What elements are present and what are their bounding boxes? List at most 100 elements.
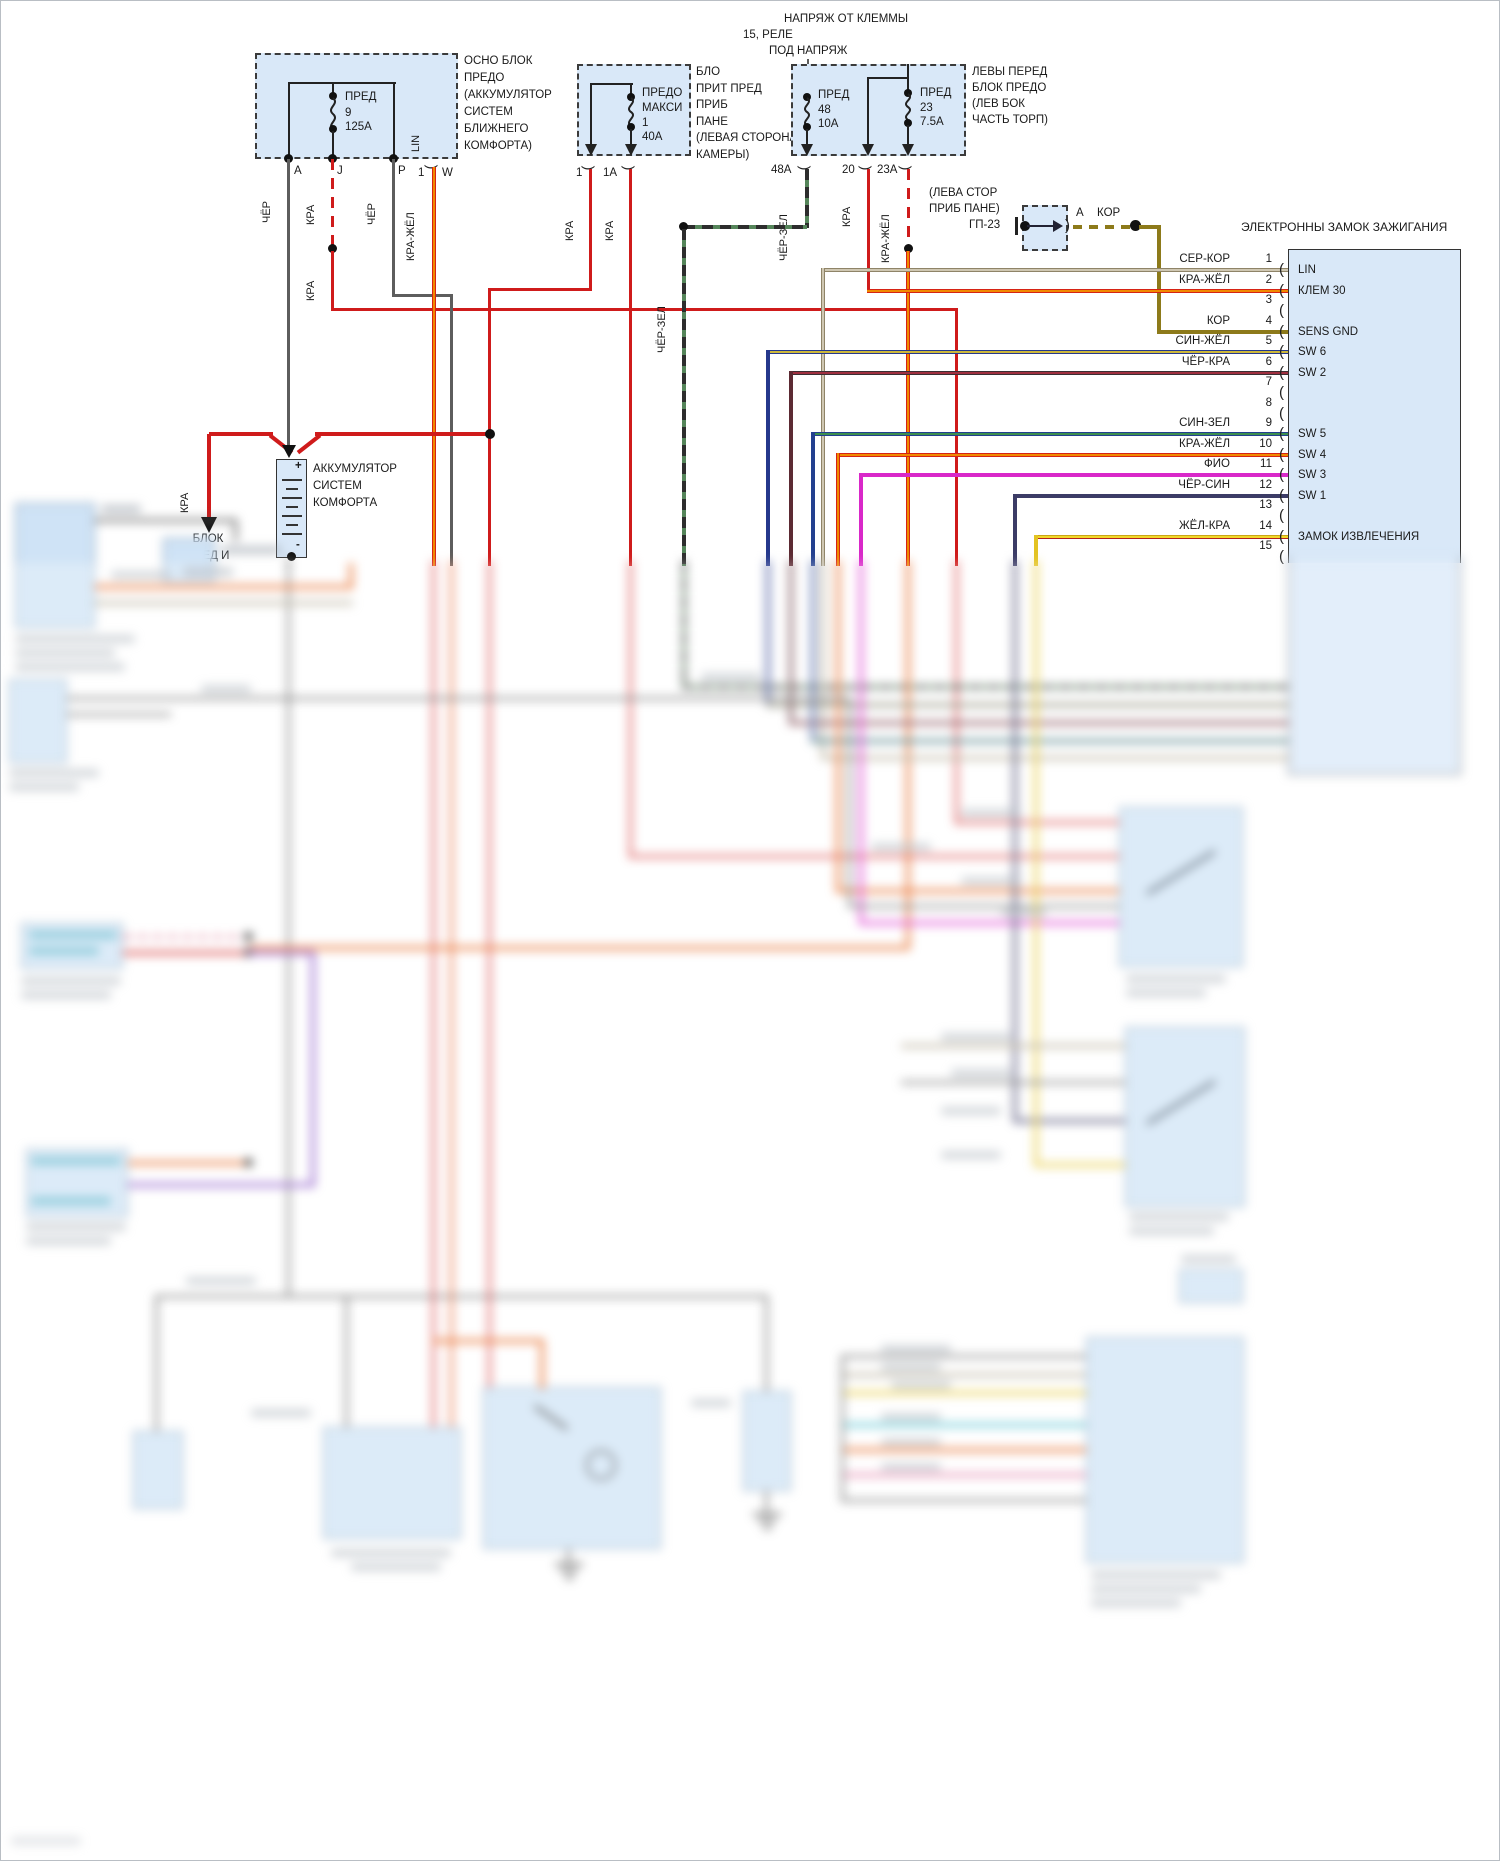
blur-wire xyxy=(311,951,315,1186)
blur-wire xyxy=(841,1355,1086,1358)
wire-kra-battery-left xyxy=(209,432,273,436)
blur-box xyxy=(483,1387,661,1549)
wire-cher-sin-pin12 xyxy=(1013,494,1288,498)
blur-box xyxy=(9,679,67,763)
fuse48-rating: 10А xyxy=(818,118,839,130)
blurred-text xyxy=(881,1345,951,1353)
battery-plate xyxy=(286,524,298,526)
blur-wire xyxy=(848,697,851,907)
fuse23-rating: 7.5А xyxy=(920,116,944,128)
blurred-text xyxy=(1091,1585,1201,1593)
blur-wire xyxy=(65,697,851,700)
ground-symbol xyxy=(561,1570,577,1573)
blurred-text xyxy=(1129,1213,1229,1221)
fuse-maxi-type: МАКСИ xyxy=(642,102,683,114)
fuse48-name: ПРЕД xyxy=(818,89,850,101)
pin-wire: ФИО xyxy=(1204,458,1230,470)
pin-num: 4 xyxy=(1265,315,1272,327)
blurred-text xyxy=(961,877,1021,885)
blurred-text xyxy=(871,843,931,851)
wire-cher-kra-pin6 xyxy=(789,371,1288,375)
blur-box xyxy=(743,1391,791,1491)
blurred-text xyxy=(351,1563,441,1571)
blurred-text xyxy=(186,1277,256,1285)
blurred-text xyxy=(31,1157,121,1165)
splice-tick xyxy=(1015,217,1018,235)
blur-wire xyxy=(65,713,171,716)
blur-wire xyxy=(841,1448,1086,1452)
blur-wire xyxy=(432,1339,544,1343)
blur-box xyxy=(15,503,95,628)
caption-line: БЛОК ПРЕДО xyxy=(972,82,1047,94)
blur-box xyxy=(1125,1027,1245,1207)
arrow-into-battery xyxy=(282,445,296,458)
blurred-text xyxy=(951,1069,1011,1077)
blur-wire xyxy=(859,921,1121,925)
blurred-text xyxy=(21,977,121,985)
blur-wire xyxy=(432,561,435,1429)
blur-wire xyxy=(95,519,237,522)
pin-num: 10 xyxy=(1259,438,1272,450)
blur-wire xyxy=(841,1373,1086,1377)
blur-wire xyxy=(765,1295,768,1393)
blurred-text xyxy=(111,571,171,579)
fuse-maxi-number: 1 xyxy=(642,117,649,129)
battery-plate xyxy=(286,488,298,490)
junction-dot xyxy=(485,429,495,439)
terminal-1-label: 1 xyxy=(418,167,425,179)
blur-box xyxy=(21,923,123,969)
wire-kor-dashed xyxy=(1073,225,1135,229)
blur-box xyxy=(1086,1337,1244,1563)
wire-kor-drop xyxy=(1157,225,1161,333)
pin-num: 6 xyxy=(1265,356,1272,368)
blur-wire xyxy=(629,561,632,858)
wire-cher-zel xyxy=(805,169,809,228)
fuse48-element xyxy=(804,97,810,127)
fuse48-dot-bottom xyxy=(803,123,811,131)
splice-pin-label: А xyxy=(1076,207,1084,219)
splice-loc-2: ПРИБ ПАНЕ) xyxy=(929,203,1000,215)
caption-line: (ЛЕВАЯ СТОРОНА xyxy=(696,132,798,144)
blurred-text xyxy=(881,1438,941,1446)
blur-wire xyxy=(123,935,248,939)
blur-dot xyxy=(244,1158,253,1167)
wire-kor-solid xyxy=(1139,225,1160,229)
blurred-text xyxy=(9,783,79,791)
blurred-text xyxy=(1126,975,1226,983)
fuse-maxi-element xyxy=(628,97,634,127)
blur-wire xyxy=(841,1355,844,1502)
blur-wire xyxy=(345,1295,348,1429)
blurred-text xyxy=(101,505,141,513)
wire-kra-bus-drop xyxy=(955,308,958,566)
blur-wire xyxy=(841,1423,1086,1427)
pin-label: SW 6 xyxy=(1298,346,1327,358)
pin-wire: СИН-ЖЁЛ xyxy=(1175,335,1230,347)
blurred-text xyxy=(1001,909,1046,917)
pin-num: 8 xyxy=(1265,397,1272,409)
caption-line: ОСНО БЛОК xyxy=(464,55,533,67)
blur-wire xyxy=(836,889,1121,893)
pin-num: 1 xyxy=(1265,253,1272,265)
arrow-terminal-1a xyxy=(625,144,637,156)
wire-cher-p-bend xyxy=(392,294,453,297)
caption-line: ПРИТ ПРЕД xyxy=(696,82,762,95)
blur-wire xyxy=(128,1161,248,1165)
splice-arrow-head xyxy=(1053,220,1063,232)
blur-wire xyxy=(540,1339,544,1389)
fuse23-name: ПРЕД xyxy=(920,87,952,99)
splice-dot xyxy=(904,244,913,253)
leg-1 xyxy=(590,83,592,145)
pin-label: SW 2 xyxy=(1298,367,1327,379)
splice-loc-1: (ЛЕВА СТОР xyxy=(929,187,998,199)
blurred-text xyxy=(31,1197,111,1205)
battery-plate xyxy=(282,497,302,499)
blur-wire xyxy=(766,703,1288,707)
blur-wire xyxy=(821,561,825,758)
blur-wire xyxy=(841,1473,1086,1477)
pin-connector: ( xyxy=(1279,323,1284,340)
battery-plus: + xyxy=(295,460,302,472)
header-line-3: ПОД НАПРЯЖ xyxy=(769,45,848,57)
pin-connector: ( xyxy=(1279,384,1284,401)
